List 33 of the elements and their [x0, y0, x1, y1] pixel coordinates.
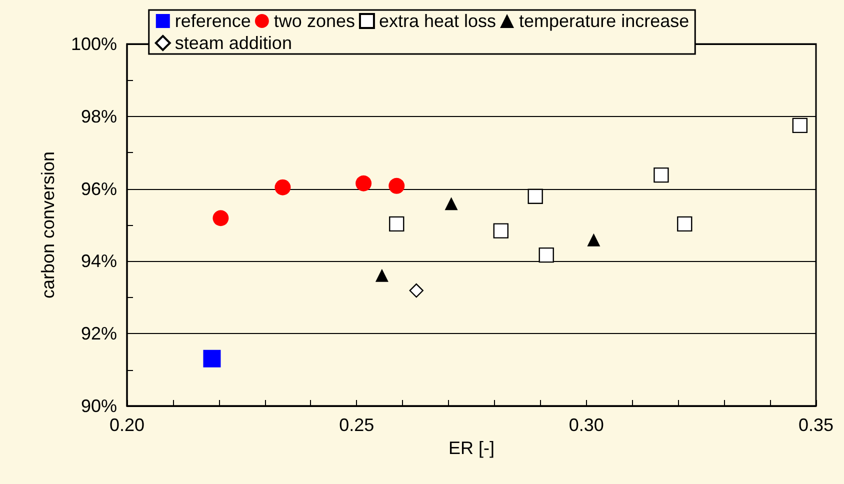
y-tick-label: 98%	[80, 106, 117, 126]
y-tick-label: 100%	[70, 34, 117, 54]
point	[375, 268, 388, 282]
x-tick-label: 0.35	[798, 415, 834, 435]
point	[654, 167, 669, 183]
point	[274, 179, 291, 196]
point	[212, 210, 229, 226]
x-tick-label: 0.20	[109, 415, 145, 435]
y-tick-label: 96%	[80, 178, 117, 199]
point	[528, 188, 543, 204]
y-tick-label: 92%	[80, 324, 117, 344]
point	[587, 233, 600, 246]
point	[538, 247, 554, 263]
x-tick-label: 0.25	[339, 415, 374, 435]
legend-label: extra heat loss	[378, 11, 496, 31]
y-tick-label: 90%	[80, 396, 117, 416]
point	[677, 216, 692, 232]
legend-label: two zones	[274, 11, 355, 31]
y-tick-label: 94%	[80, 251, 117, 272]
legend-label: steam addition	[174, 33, 292, 53]
x-tick-label: 0.30	[568, 415, 604, 435]
y-axis-title: carbon conversion	[38, 151, 58, 299]
legend-label: temperature increase	[519, 11, 690, 31]
point	[356, 175, 372, 192]
point	[792, 118, 808, 134]
point	[203, 350, 221, 368]
x-axis-title: ER [-]	[448, 438, 495, 458]
point	[389, 216, 404, 232]
point	[409, 283, 424, 298]
legend-label: reference	[174, 11, 251, 31]
point	[444, 197, 458, 210]
point	[388, 178, 405, 194]
point	[493, 223, 508, 238]
